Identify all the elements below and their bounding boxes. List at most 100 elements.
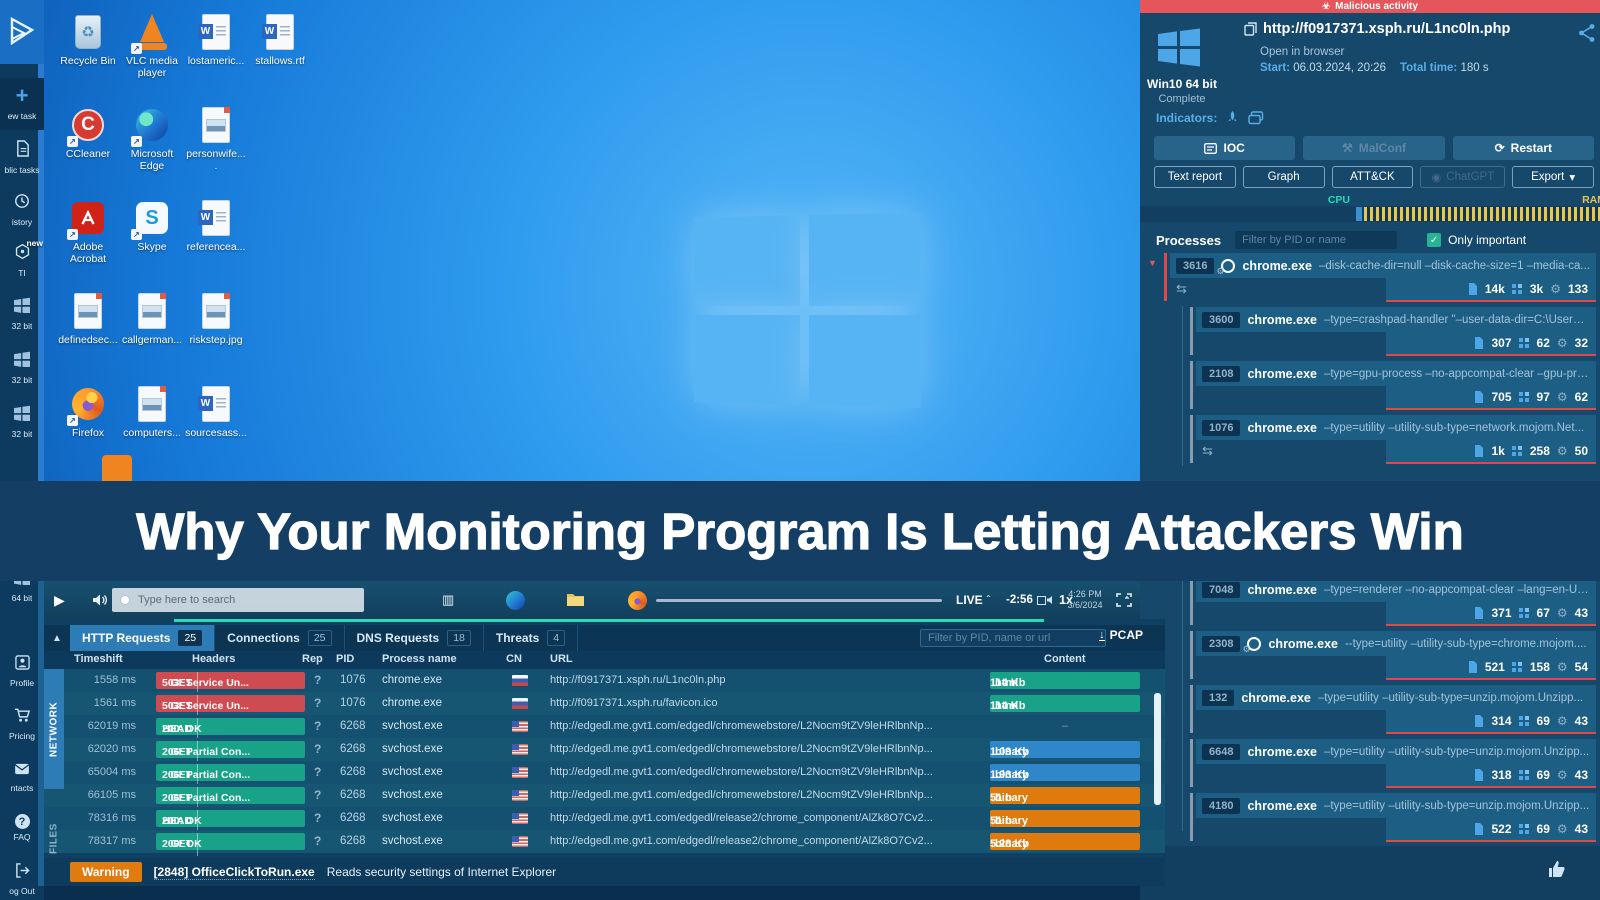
playback-speed[interactable]: 1x <box>1046 581 1073 619</box>
sidebar-item-faq[interactable]: ? FAQ <box>0 802 44 854</box>
content-kind: binary <box>995 815 1029 827</box>
copy-icon[interactable] <box>1244 22 1257 36</box>
request-url: http://edgedl.me.gvt1.com/edgedl/chromew… <box>550 789 933 801</box>
sidebar-item-profile[interactable]: Profile <box>0 645 44 697</box>
content-badge[interactable]: 51 b ↓ binary <box>990 810 1140 827</box>
process-row-3600[interactable]: 3600 chrome.exe –type=crashpad-handler "–u… <box>1146 306 1600 360</box>
desktop-icon-firefox[interactable]: ↗ Firefox <box>56 378 120 471</box>
desktop-icon-personwife-[interactable]: personwife.... <box>184 99 248 192</box>
pcap-download-button[interactable]: ↓ PCAP <box>1099 628 1143 642</box>
http-request-row[interactable]: 62019 ms HEAD 200: OK? 6268 svchost.exe http:… <box>44 715 1165 741</box>
live-indicator[interactable]: LIVE ˆ <box>956 593 991 607</box>
sidebar-item-32-bit[interactable]: 32 bit <box>0 342 44 394</box>
text-report-button[interactable]: Text report <box>1154 166 1236 188</box>
http-request-row[interactable]: 1558 ms GET 503: Service Un...? 1076 chrome.… <box>44 669 1165 695</box>
table-scrollbar[interactable] <box>1154 693 1161 805</box>
sidebar-item-ew-task[interactable]: + ew task <box>0 78 44 130</box>
http-request-row[interactable]: 66105 ms GET 206: Partial Con...? 6268 svcho… <box>44 784 1165 810</box>
anyrun-logo[interactable] <box>0 0 44 64</box>
collapse-panel-icon[interactable]: ▲ <box>52 632 62 644</box>
process-row-1076[interactable]: 1076 chrome.exe –type=utility –utility-sub… <box>1146 414 1600 468</box>
graph-button[interactable]: Graph <box>1242 166 1325 188</box>
sidebar-item-32-bit[interactable]: 32 bit <box>0 396 44 448</box>
layers-icon[interactable] <box>1248 110 1264 125</box>
restart-button[interactable]: ⟳ Restart <box>1452 136 1594 160</box>
process-row-6648[interactable]: 6648 chrome.exe –type=utility –utility-sub… <box>1146 738 1600 792</box>
download-icon: ↓ <box>990 839 995 850</box>
firefox-taskbar-icon[interactable] <box>628 581 647 619</box>
sidebar-item-ti[interactable]: TI new <box>0 234 44 286</box>
files-count: 318 <box>1491 768 1512 782</box>
tab-connections[interactable]: Connections 25 <box>215 625 345 651</box>
desktop-icon-recycle-bin[interactable]: ♻ Recycle Bin <box>56 6 120 99</box>
seek-bar[interactable] <box>656 599 942 602</box>
tab-debug[interactable]: DEBUG <box>44 889 64 900</box>
sample-url[interactable]: http://f0917371.xsph.ru/L1nc0ln.php <box>1263 21 1511 37</box>
edge-taskbar-icon[interactable] <box>506 581 525 619</box>
desktop-icon-definedsec-[interactable]: definedsec... <box>56 285 120 378</box>
desktop-icon-ccleaner[interactable]: C ↗ CCleaner <box>56 99 120 192</box>
volume-icon[interactable] <box>92 581 108 619</box>
http-request-row[interactable]: 78316 ms HEAD 200: OK? 6268 svchost.exe http:… <box>44 807 1165 833</box>
sidebar-item-ntacts[interactable]: ntacts <box>0 751 44 803</box>
content-badge[interactable]: 51 b ↓ binary <box>990 787 1140 804</box>
play-button[interactable]: ▶ <box>54 591 65 608</box>
sidebar-item-og-out[interactable]: og Out <box>0 853 44 900</box>
network-filter-input[interactable] <box>920 629 1106 647</box>
sidebar-item-32-bit[interactable]: 32 bit <box>0 288 44 340</box>
content-badge[interactable]: 1.09 Kb ↓ binary <box>990 741 1140 758</box>
desktop-icon-skype[interactable]: S ↗ Skype <box>120 192 184 285</box>
taskbar-search-box[interactable]: Type here to search <box>112 588 364 612</box>
process-row-7048[interactable]: 7048 chrome.exe –type=renderer –no-appcomp… <box>1146 576 1600 630</box>
process-row-3616[interactable]: ▼ 3616 chrome.exe –disk-cache-dir=null –dis… <box>1146 252 1600 306</box>
modules-icon <box>1518 391 1530 403</box>
modules-count: 258 <box>1529 444 1550 458</box>
expand-arrow-icon[interactable]: ▼ <box>1148 258 1157 268</box>
desktop-icon-microsoft-edge[interactable]: ↗ Microsoft Edge <box>120 99 184 192</box>
only-important-checkbox[interactable]: ✓ <box>1427 233 1442 247</box>
http-request-row[interactable]: 62020 ms GET 206: Partial Con...? 6268 svcho… <box>44 738 1165 764</box>
sidebar-item-pricing[interactable]: Pricing <box>0 698 44 750</box>
process-row-4180[interactable]: 4180 chrome.exe –type=utility –utility-sub… <box>1146 792 1600 846</box>
tab-network[interactable]: NETWORK <box>44 669 64 789</box>
http-request-row[interactable]: 65004 ms GET 206: Partial Con...? 6268 svcho… <box>44 761 1165 787</box>
desktop-icon-callgerman-[interactable]: callgerman... <box>120 285 184 378</box>
thumbs-up-icon[interactable] <box>1546 858 1568 880</box>
tab-threats[interactable]: Threats 4 <box>484 625 579 651</box>
http-request-row[interactable]: 78317 ms GET 200: OK? 6268 svchost.exe http:/… <box>44 830 1165 856</box>
malconf-button[interactable]: ⚒ MalConf <box>1303 136 1445 160</box>
desktop-icon-riskstep-jpg[interactable]: riskstep.jpg <box>184 285 248 378</box>
process-row-2108[interactable]: 2108 chrome.exe –type=gpu-process –no-appc… <box>1146 360 1600 414</box>
attck-button[interactable]: ATT&CK <box>1331 166 1414 188</box>
process-row-132[interactable]: 132 chrome.exe –type=utility –utility-sub-… <box>1146 684 1600 738</box>
sidebar-item-istory[interactable]: istory <box>0 184 44 236</box>
process-filter-input[interactable] <box>1235 231 1398 249</box>
desktop-icon-vlc-media-player[interactable]: ↗ VLC media player <box>120 6 184 99</box>
rocket-icon[interactable] <box>1225 110 1240 125</box>
ioc-button[interactable]: IOC <box>1154 136 1296 160</box>
task-view-icon[interactable]: ▥ <box>442 592 455 607</box>
sidebar-item-blic-tasks[interactable]: blic tasks <box>0 131 44 183</box>
desktop-icon-adobe-acrobat[interactable]: ↗ Adobe Acrobat <box>56 192 120 285</box>
chatgpt-button[interactable]: ◉ ChatGPT <box>1420 166 1506 188</box>
desktop-icon-computers-[interactable]: computers... <box>120 378 184 471</box>
process-stats: 14k 3k ⚙ 133 <box>1386 278 1596 302</box>
warning-process-link[interactable]: [2848] OfficeClickToRun.exe <box>153 864 315 880</box>
tab-dns-requests[interactable]: DNS Requests 18 <box>345 625 484 651</box>
fullscreen-button[interactable] <box>1116 581 1132 619</box>
content-badge[interactable]: 5.28 Kb ↓ binary <box>990 833 1140 850</box>
export-button[interactable]: Export ▾ <box>1512 166 1594 188</box>
share-icon[interactable] <box>1578 23 1596 43</box>
open-in-browser-link[interactable]: Open in browser <box>1260 46 1345 58</box>
tab-http-requests[interactable]: HTTP Requests 25 <box>70 625 216 651</box>
process-row-2308[interactable]: 2308 chrome.exe --type=utility –utility-su… <box>1146 630 1600 684</box>
content-badge[interactable]: 1.93 Kb ↓ binary <box>990 764 1140 781</box>
http-request-row[interactable]: 1561 ms GET 503: Service Un...? 1076 chrome.… <box>44 692 1165 718</box>
content-badge[interactable]: 114 Kb ↓ html <box>990 672 1140 689</box>
explorer-taskbar-icon[interactable] <box>566 581 585 619</box>
content-badge[interactable]: 114 Kb ↓ html <box>990 695 1140 712</box>
